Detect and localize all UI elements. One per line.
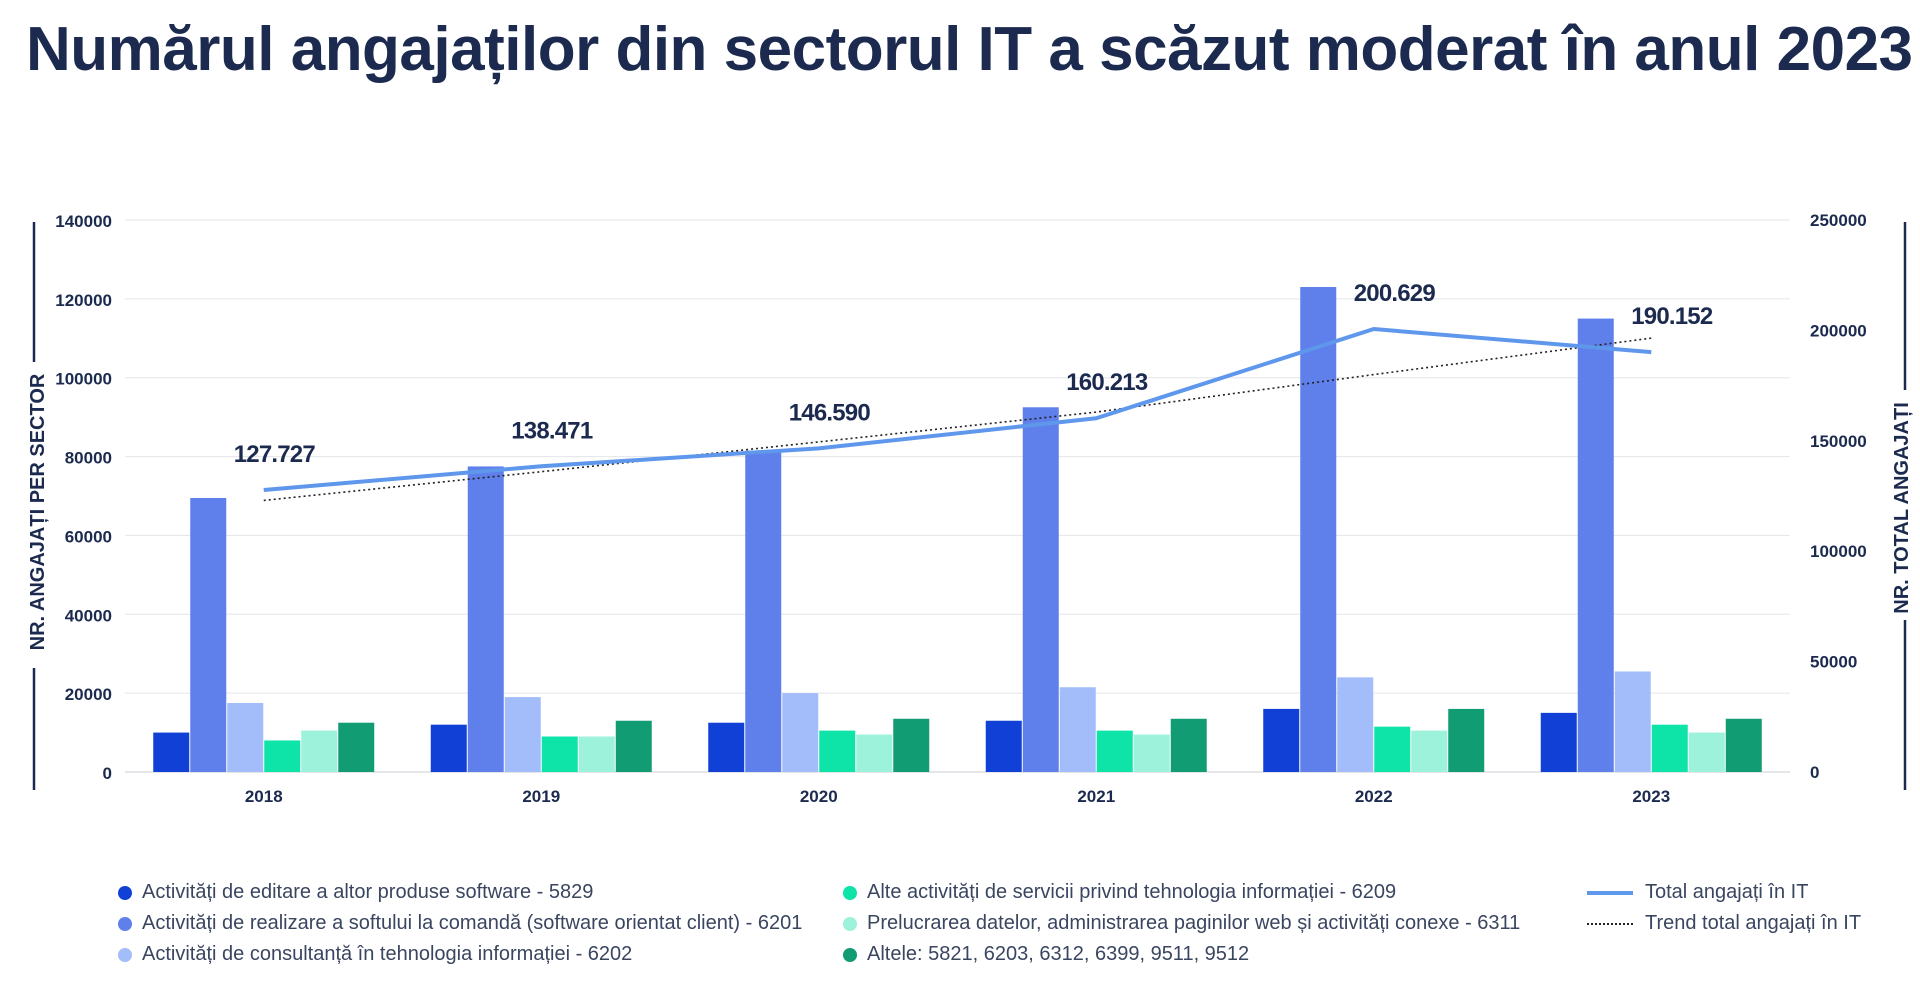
bar-5-2023 — [1688, 732, 1725, 772]
total-data-label: 160.213 — [1066, 369, 1148, 396]
y-tick-left: 40000 — [65, 606, 112, 625]
bar-4-2018 — [264, 740, 301, 772]
bar-4-2021 — [1096, 730, 1133, 772]
y-tick-left: 120000 — [55, 291, 112, 310]
x-tick-label: 2018 — [245, 787, 283, 806]
total-line — [263, 327, 1652, 492]
bar-4-2022 — [1374, 726, 1411, 772]
y-tick-right: 150000 — [1810, 432, 1867, 451]
bar-2-2023 — [1577, 318, 1614, 772]
x-tick-label: 2020 — [800, 787, 838, 806]
total-data-label: 138.471 — [511, 417, 593, 444]
y-tick-left: 80000 — [65, 449, 112, 468]
bar-6-2021 — [1170, 718, 1207, 772]
y-tick-right: 250000 — [1810, 211, 1867, 230]
total-data-label: 190.152 — [1631, 303, 1713, 330]
y-tick-right: 50000 — [1810, 653, 1857, 672]
bar-6-2018 — [338, 722, 375, 772]
y-axis-title-left: NR. ANGAJAȚI PER SECTOR — [27, 373, 49, 650]
bar-1-2023 — [1540, 712, 1577, 772]
x-tick-label: 2019 — [522, 787, 560, 806]
bar-1-2020 — [708, 722, 745, 772]
bar-5-2020 — [856, 734, 893, 772]
bar-2-2021 — [1022, 407, 1059, 772]
bar-1-2022 — [1263, 708, 1300, 772]
bar-1-2018 — [153, 732, 190, 772]
bar-5-2022 — [1411, 730, 1448, 772]
y-tick-right: 0 — [1810, 763, 1819, 782]
y-tick-left: 20000 — [65, 685, 112, 704]
bar-6-2020 — [893, 718, 930, 772]
y-tick-left: 60000 — [65, 527, 112, 546]
bar-4-2019 — [541, 736, 578, 772]
bar-2-2019 — [467, 466, 504, 772]
bar-2-2018 — [190, 497, 227, 772]
bar-6-2023 — [1725, 718, 1762, 772]
y-tick-left: 140000 — [55, 212, 112, 231]
bar-2-2020 — [745, 450, 782, 772]
total-data-label: 127.727 — [234, 441, 316, 468]
bar-3-2023 — [1614, 671, 1651, 772]
y-tick-left: 100000 — [55, 370, 112, 389]
y-axis-title-right: NR. TOTAL ANGAJAȚI — [1891, 402, 1913, 613]
y-tick-right: 100000 — [1810, 542, 1867, 561]
x-tick-label: 2023 — [1632, 787, 1670, 806]
bar-6-2022 — [1448, 708, 1485, 772]
chart-title: Numărul angajaților din sectorul IT a sc… — [26, 15, 1913, 84]
bar-1-2019 — [430, 724, 467, 772]
bar-3-2019 — [504, 697, 541, 772]
bar-6-2019 — [615, 720, 652, 772]
total-data-label: 146.590 — [789, 399, 871, 426]
bar-1-2021 — [985, 720, 1022, 772]
total-data-label: 200.629 — [1354, 280, 1436, 307]
bar-2-2022 — [1300, 287, 1337, 772]
bar-5-2019 — [578, 736, 615, 772]
bar-5-2018 — [301, 730, 338, 772]
bar-3-2021 — [1059, 687, 1096, 772]
x-tick-label: 2022 — [1355, 787, 1393, 806]
bar-4-2023 — [1651, 724, 1688, 772]
y-tick-left: 0 — [103, 764, 112, 783]
bar-3-2018 — [227, 703, 264, 772]
x-tick-label: 2021 — [1077, 787, 1115, 806]
y-tick-right: 200000 — [1810, 321, 1867, 340]
bar-5-2021 — [1133, 734, 1170, 772]
bar-3-2020 — [782, 693, 819, 772]
bar-3-2022 — [1337, 677, 1374, 772]
bar-4-2020 — [819, 730, 856, 772]
